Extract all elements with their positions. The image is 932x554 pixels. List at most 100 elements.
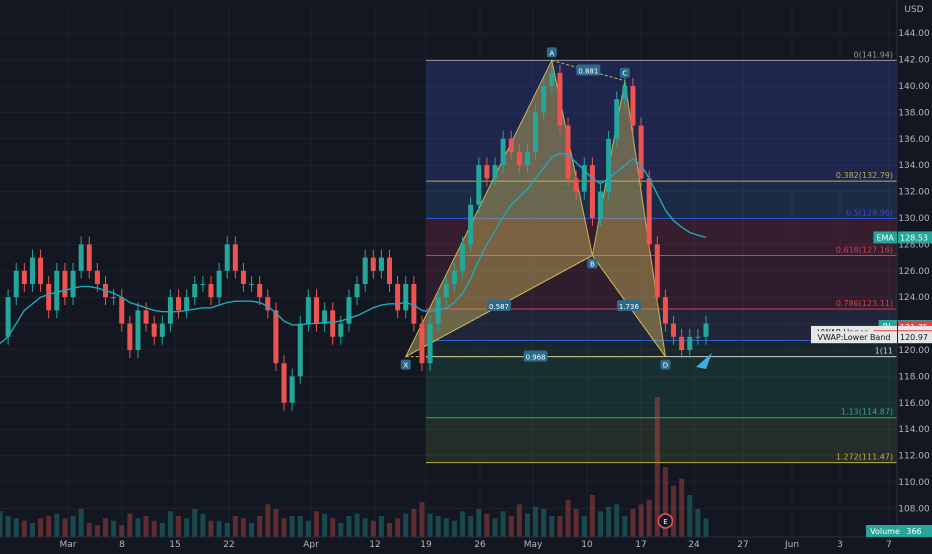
event-marker-label: E [663, 518, 667, 526]
volume-bar [54, 513, 60, 537]
fib-level-label: 0.618(127.16) [836, 245, 893, 254]
volume-bar [5, 516, 11, 537]
candle-body [29, 257, 35, 284]
volume-bar [646, 499, 652, 537]
volume-bar [281, 518, 287, 537]
candle-body [378, 257, 384, 271]
candle-body [362, 257, 368, 284]
volume-bar [435, 516, 441, 537]
candle-body [354, 284, 360, 298]
candle-body [21, 270, 27, 284]
candle-body [533, 112, 539, 152]
candle-body [5, 297, 11, 337]
candle-body [111, 297, 117, 299]
candle-body [216, 270, 222, 298]
candle-body [265, 297, 271, 311]
volume-bar [589, 495, 595, 537]
harmonic-ratio-badge [523, 350, 548, 362]
harmonic-point-label: C [622, 70, 627, 78]
time-tick-label: Apr [303, 540, 319, 550]
volume-bar [524, 513, 530, 537]
rocket-icon [696, 353, 712, 369]
fib-level-label: 1.272(111.47) [836, 453, 893, 462]
candle-body [54, 270, 60, 311]
volume-bar [403, 513, 409, 537]
volume-bar [541, 509, 547, 537]
candle-body [687, 336, 693, 350]
candle-body [143, 310, 149, 324]
price-tag-label: EMA [876, 233, 894, 242]
volume-bar [0, 511, 3, 537]
volume-bar [492, 518, 498, 537]
time-tick-label: 7 [886, 540, 892, 550]
time-tick-label: 3 [837, 540, 843, 550]
time-tick-label: 19 [420, 540, 432, 550]
time-tick-label: 27 [737, 540, 748, 550]
volume-bar [273, 509, 279, 537]
harmonic-ratio-label: 0.587 [489, 303, 509, 311]
candle-body [249, 284, 255, 285]
volume-bar [362, 518, 368, 537]
time-tick-label: 12 [369, 540, 380, 550]
candle-body [500, 138, 506, 166]
volume-bar [662, 467, 668, 537]
volume-bar [427, 513, 433, 537]
fib-level-label: 1(11 [875, 347, 893, 356]
price-tick-label: 144.00 [898, 29, 930, 39]
volume-bar [533, 506, 539, 537]
volume-bar [167, 511, 173, 537]
candle-body [13, 270, 19, 298]
candle-body [403, 284, 409, 311]
candle-body [589, 165, 595, 218]
price-tag-label: VWAP:Lower Band [818, 333, 891, 342]
candle-body [387, 257, 393, 284]
price-tick-label: 108.00 [898, 504, 930, 514]
price-tag-box [898, 231, 932, 244]
currency-label: USD [904, 5, 923, 15]
volume-bar [216, 520, 222, 537]
time-tick-label: Mar [60, 540, 77, 550]
volume-bar [419, 502, 425, 537]
harmonic-point-badge [619, 67, 630, 78]
price-tag-value: 120.97 [900, 333, 928, 342]
fib-level-label: 0.5(129.96) [846, 209, 893, 218]
harmonic-ratio-badge [616, 300, 641, 312]
volume-bar [289, 516, 295, 537]
volume-bar [679, 478, 685, 537]
harmonic-point-badge [400, 359, 411, 370]
price-tick-label: 110.00 [898, 478, 930, 488]
candle-body [151, 323, 157, 337]
volume-bar [338, 523, 344, 537]
volume-bar [622, 516, 628, 537]
price-tick-label: 136.00 [898, 135, 930, 145]
candle-body [297, 323, 303, 377]
candle-body [703, 323, 709, 337]
time-tick-label: 8 [119, 540, 125, 550]
candle-body [370, 257, 376, 271]
candle-body [330, 310, 336, 337]
volume-bar [354, 513, 360, 537]
volume-bar [70, 516, 76, 537]
price-axis-panel [897, 0, 932, 550]
candle-body [581, 165, 587, 192]
volume-bar [581, 516, 587, 537]
candle-body [313, 297, 319, 324]
volume-bar [703, 518, 709, 537]
candle-body [78, 244, 84, 271]
candle-body [86, 244, 92, 271]
candle-body [476, 165, 482, 205]
volume-bar [86, 523, 92, 537]
price-tag-value: 128.53 [900, 233, 928, 242]
volume-bar [460, 511, 466, 537]
price-tag-box [898, 331, 932, 344]
volume-bar [192, 509, 198, 537]
fib-zone [426, 181, 897, 219]
candle-body [516, 152, 522, 166]
volume-bar [468, 516, 474, 537]
price-tick-label: 142.00 [898, 56, 930, 66]
harmonic-ratio-badge [487, 300, 512, 312]
fib-zone [426, 218, 897, 256]
